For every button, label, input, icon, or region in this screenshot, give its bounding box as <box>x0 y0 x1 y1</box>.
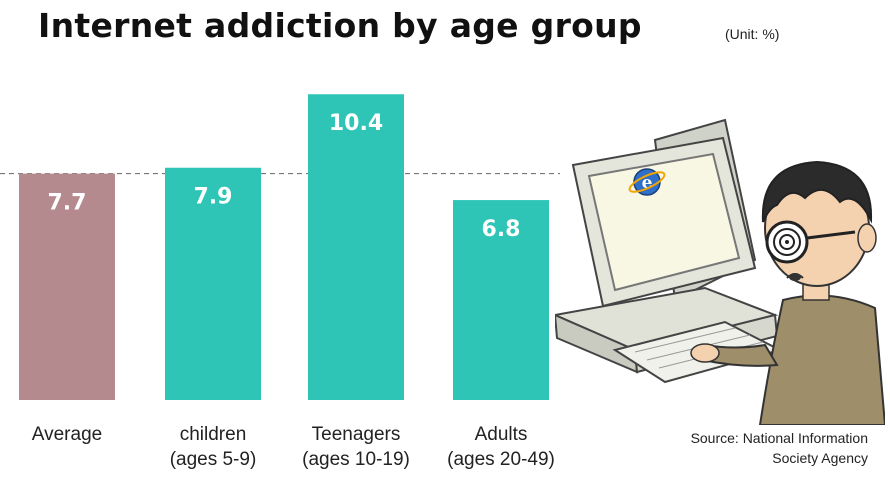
bar-value-label-0: 7.7 <box>48 191 87 216</box>
spiral-glasses-icon <box>765 220 856 264</box>
category-label-0-0: Average <box>32 424 102 445</box>
browser-icon: e <box>628 168 666 196</box>
category-label-3-0: Adults <box>475 424 528 445</box>
bar-1 <box>165 167 261 400</box>
category-label-1-1: (ages 5-9) <box>170 449 257 470</box>
svg-text:e: e <box>642 173 653 193</box>
bar-chart: 7.7 Average 7.9 children (ages 5-9) 10.4 Teena… <box>0 94 560 470</box>
bar-value-label-1: 7.9 <box>194 185 233 210</box>
source-line-2: Society Agency <box>772 450 868 466</box>
bar-value-label-2: 10.4 <box>329 111 383 136</box>
bar-3 <box>453 200 549 400</box>
category-label-3-1: (ages 20-49) <box>447 449 555 470</box>
chart-title: Internet addiction by age group <box>38 6 642 45</box>
source-note: Source: National Information Society Age… <box>600 428 868 468</box>
bar-0 <box>19 173 115 400</box>
category-label-2-0: Teenagers <box>312 424 401 445</box>
category-label-2-1: (ages 10-19) <box>302 449 410 470</box>
bar-value-label-3: 6.8 <box>482 217 521 242</box>
computer-user-illustration: e <box>555 118 885 425</box>
category-label-1-0: children <box>180 424 247 445</box>
bar-2 <box>308 94 404 401</box>
unit-label: (Unit: %) <box>725 26 780 42</box>
source-line-1: Source: National Information <box>690 430 868 446</box>
